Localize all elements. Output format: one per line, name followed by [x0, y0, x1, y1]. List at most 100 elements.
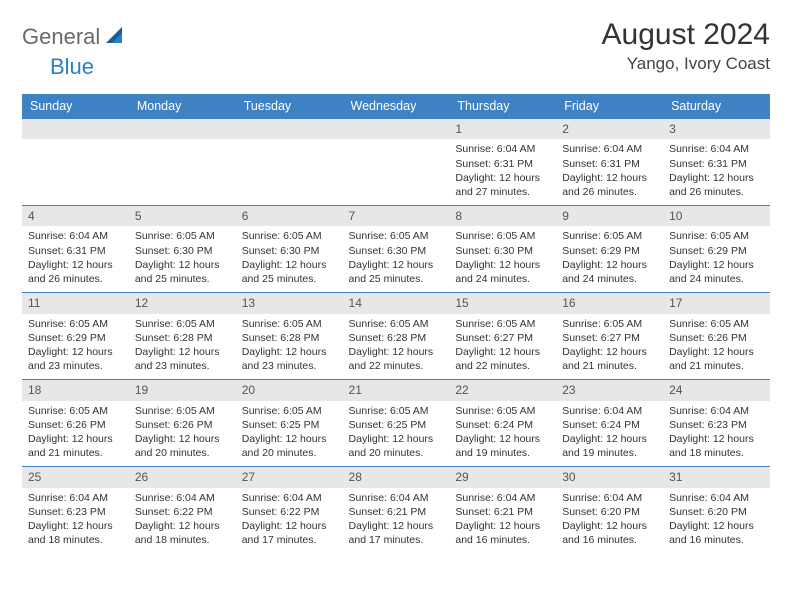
day-number: 25 — [22, 467, 129, 487]
day-cell: 30Sunrise: 6:04 AMSunset: 6:20 PMDayligh… — [556, 467, 663, 554]
week-row: 25Sunrise: 6:04 AMSunset: 6:23 PMDayligh… — [22, 467, 770, 554]
day-number: 21 — [343, 380, 450, 400]
week-row: 11Sunrise: 6:05 AMSunset: 6:29 PMDayligh… — [22, 293, 770, 380]
day-number: 10 — [663, 206, 770, 226]
day-cell — [22, 119, 129, 206]
day-cell: 7Sunrise: 6:05 AMSunset: 6:30 PMDaylight… — [343, 206, 450, 293]
day-number: 9 — [556, 206, 663, 226]
day-cell: 24Sunrise: 6:04 AMSunset: 6:23 PMDayligh… — [663, 380, 770, 467]
day-content: Sunrise: 6:05 AMSunset: 6:29 PMDaylight:… — [663, 226, 770, 292]
day-content: Sunrise: 6:05 AMSunset: 6:29 PMDaylight:… — [22, 314, 129, 380]
day-number: 12 — [129, 293, 236, 313]
day-content: Sunrise: 6:05 AMSunset: 6:30 PMDaylight:… — [343, 226, 450, 292]
day-content: Sunrise: 6:05 AMSunset: 6:26 PMDaylight:… — [663, 314, 770, 380]
day-content — [22, 139, 129, 201]
day-cell — [129, 119, 236, 206]
day-content: Sunrise: 6:05 AMSunset: 6:27 PMDaylight:… — [556, 314, 663, 380]
day-cell: 2Sunrise: 6:04 AMSunset: 6:31 PMDaylight… — [556, 119, 663, 206]
day-content — [343, 139, 450, 201]
day-cell: 28Sunrise: 6:04 AMSunset: 6:21 PMDayligh… — [343, 467, 450, 554]
day-cell: 22Sunrise: 6:05 AMSunset: 6:24 PMDayligh… — [449, 380, 556, 467]
day-number: 16 — [556, 293, 663, 313]
day-header: Thursday — [449, 94, 556, 119]
day-header: Wednesday — [343, 94, 450, 119]
day-content: Sunrise: 6:04 AMSunset: 6:20 PMDaylight:… — [556, 488, 663, 554]
sail-icon — [104, 25, 126, 50]
day-cell — [236, 119, 343, 206]
day-number: 26 — [129, 467, 236, 487]
day-content: Sunrise: 6:04 AMSunset: 6:31 PMDaylight:… — [556, 139, 663, 205]
day-cell: 5Sunrise: 6:05 AMSunset: 6:30 PMDaylight… — [129, 206, 236, 293]
day-number: 13 — [236, 293, 343, 313]
day-cell: 3Sunrise: 6:04 AMSunset: 6:31 PMDaylight… — [663, 119, 770, 206]
day-cell: 14Sunrise: 6:05 AMSunset: 6:28 PMDayligh… — [343, 293, 450, 380]
day-number: 31 — [663, 467, 770, 487]
day-number: 22 — [449, 380, 556, 400]
day-cell: 13Sunrise: 6:05 AMSunset: 6:28 PMDayligh… — [236, 293, 343, 380]
day-content: Sunrise: 6:05 AMSunset: 6:26 PMDaylight:… — [129, 401, 236, 467]
day-cell: 12Sunrise: 6:05 AMSunset: 6:28 PMDayligh… — [129, 293, 236, 380]
day-content: Sunrise: 6:05 AMSunset: 6:30 PMDaylight:… — [236, 226, 343, 292]
day-header: Monday — [129, 94, 236, 119]
day-number: 14 — [343, 293, 450, 313]
day-content: Sunrise: 6:05 AMSunset: 6:24 PMDaylight:… — [449, 401, 556, 467]
day-number: 29 — [449, 467, 556, 487]
day-number: 3 — [663, 119, 770, 139]
day-content: Sunrise: 6:05 AMSunset: 6:25 PMDaylight:… — [343, 401, 450, 467]
day-content: Sunrise: 6:04 AMSunset: 6:31 PMDaylight:… — [663, 139, 770, 205]
day-content: Sunrise: 6:04 AMSunset: 6:22 PMDaylight:… — [129, 488, 236, 554]
day-number: 17 — [663, 293, 770, 313]
day-cell: 26Sunrise: 6:04 AMSunset: 6:22 PMDayligh… — [129, 467, 236, 554]
day-content: Sunrise: 6:05 AMSunset: 6:28 PMDaylight:… — [129, 314, 236, 380]
day-content — [236, 139, 343, 201]
day-content: Sunrise: 6:04 AMSunset: 6:23 PMDaylight:… — [22, 488, 129, 554]
day-number: 19 — [129, 380, 236, 400]
day-content: Sunrise: 6:04 AMSunset: 6:22 PMDaylight:… — [236, 488, 343, 554]
day-content: Sunrise: 6:05 AMSunset: 6:29 PMDaylight:… — [556, 226, 663, 292]
day-number: 30 — [556, 467, 663, 487]
day-cell: 9Sunrise: 6:05 AMSunset: 6:29 PMDaylight… — [556, 206, 663, 293]
day-content: Sunrise: 6:04 AMSunset: 6:20 PMDaylight:… — [663, 488, 770, 554]
day-content: Sunrise: 6:04 AMSunset: 6:21 PMDaylight:… — [449, 488, 556, 554]
day-number: 18 — [22, 380, 129, 400]
day-cell: 8Sunrise: 6:05 AMSunset: 6:30 PMDaylight… — [449, 206, 556, 293]
day-content: Sunrise: 6:05 AMSunset: 6:25 PMDaylight:… — [236, 401, 343, 467]
day-number: 6 — [236, 206, 343, 226]
month-title: August 2024 — [602, 18, 770, 52]
day-cell: 31Sunrise: 6:04 AMSunset: 6:20 PMDayligh… — [663, 467, 770, 554]
day-cell: 19Sunrise: 6:05 AMSunset: 6:26 PMDayligh… — [129, 380, 236, 467]
day-cell: 11Sunrise: 6:05 AMSunset: 6:29 PMDayligh… — [22, 293, 129, 380]
day-content: Sunrise: 6:05 AMSunset: 6:27 PMDaylight:… — [449, 314, 556, 380]
day-cell: 10Sunrise: 6:05 AMSunset: 6:29 PMDayligh… — [663, 206, 770, 293]
day-number: 15 — [449, 293, 556, 313]
week-row: 1Sunrise: 6:04 AMSunset: 6:31 PMDaylight… — [22, 119, 770, 206]
day-number: 8 — [449, 206, 556, 226]
day-header: Saturday — [663, 94, 770, 119]
day-number — [236, 119, 343, 139]
day-content: Sunrise: 6:05 AMSunset: 6:28 PMDaylight:… — [236, 314, 343, 380]
day-number — [343, 119, 450, 139]
week-row: 18Sunrise: 6:05 AMSunset: 6:26 PMDayligh… — [22, 380, 770, 467]
day-cell: 6Sunrise: 6:05 AMSunset: 6:30 PMDaylight… — [236, 206, 343, 293]
day-content: Sunrise: 6:05 AMSunset: 6:28 PMDaylight:… — [343, 314, 450, 380]
brand-word1: General — [22, 24, 100, 50]
day-cell: 23Sunrise: 6:04 AMSunset: 6:24 PMDayligh… — [556, 380, 663, 467]
day-content: Sunrise: 6:05 AMSunset: 6:26 PMDaylight:… — [22, 401, 129, 467]
day-number: 11 — [22, 293, 129, 313]
day-content: Sunrise: 6:04 AMSunset: 6:23 PMDaylight:… — [663, 401, 770, 467]
day-cell — [343, 119, 450, 206]
day-header: Friday — [556, 94, 663, 119]
day-number: 20 — [236, 380, 343, 400]
day-content — [129, 139, 236, 201]
day-number: 5 — [129, 206, 236, 226]
brand-word2: Blue — [50, 54, 94, 80]
day-content: Sunrise: 6:04 AMSunset: 6:24 PMDaylight:… — [556, 401, 663, 467]
day-cell: 17Sunrise: 6:05 AMSunset: 6:26 PMDayligh… — [663, 293, 770, 380]
day-number: 23 — [556, 380, 663, 400]
day-cell: 18Sunrise: 6:05 AMSunset: 6:26 PMDayligh… — [22, 380, 129, 467]
week-row: 4Sunrise: 6:04 AMSunset: 6:31 PMDaylight… — [22, 206, 770, 293]
calendar-page: General August 2024 Yango, Ivory Coast B… — [0, 0, 792, 563]
day-cell: 16Sunrise: 6:05 AMSunset: 6:27 PMDayligh… — [556, 293, 663, 380]
day-content: Sunrise: 6:04 AMSunset: 6:21 PMDaylight:… — [343, 488, 450, 554]
day-content: Sunrise: 6:05 AMSunset: 6:30 PMDaylight:… — [129, 226, 236, 292]
